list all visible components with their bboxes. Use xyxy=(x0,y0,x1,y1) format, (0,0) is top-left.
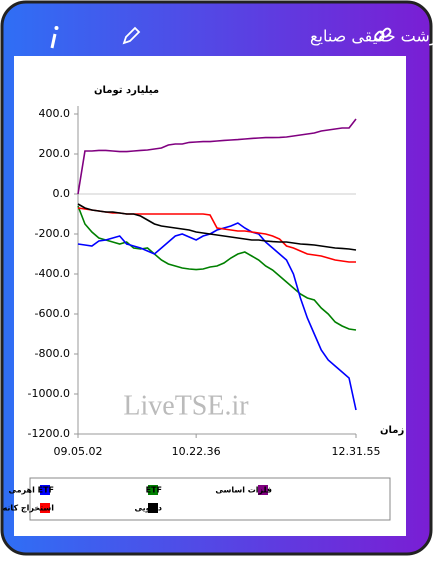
legend-label: ETF xyxy=(146,486,162,495)
x-tick-label: 12.31.55 xyxy=(332,445,381,458)
series-line xyxy=(77,222,357,411)
edit-icon[interactable] xyxy=(122,26,141,45)
legend-box xyxy=(29,477,391,521)
y-tick-label: -1200.0 xyxy=(28,427,70,440)
header-title: پول درشت حقیقی صنایع xyxy=(310,27,433,47)
y-tick-label: -200.0 xyxy=(35,227,70,240)
legend-swatch xyxy=(40,485,50,495)
y-tick-label: -400.0 xyxy=(35,267,70,280)
y-tick-label: -600.0 xyxy=(35,307,70,320)
series-line xyxy=(77,205,357,331)
legend-swatch xyxy=(258,485,268,495)
x-tick-label: 09.05.02 xyxy=(54,445,103,458)
legend-label: ETF اهرمی xyxy=(9,486,55,495)
legend-swatch xyxy=(148,485,158,495)
legend-label: دارویی xyxy=(134,504,162,513)
legend-swatch xyxy=(40,503,50,513)
y-tick-label: 400.0 xyxy=(39,107,71,120)
legend-label: فلزات اساسی xyxy=(215,486,272,495)
card xyxy=(14,56,406,536)
y-axis-label: میلیارد تومان xyxy=(94,85,159,96)
x-axis-label: زمان xyxy=(380,425,404,436)
x-tick-label: 10.22.36 xyxy=(172,445,221,458)
info-icon[interactable] xyxy=(50,26,59,49)
series-line xyxy=(77,203,357,251)
link-icon[interactable] xyxy=(374,27,392,41)
legend-label: استخراج کانه های فلزی xyxy=(0,504,54,513)
y-tick-label: -800.0 xyxy=(35,347,70,360)
y-tick-label: 0.0 xyxy=(53,187,71,200)
watermark: LiveTSE.ir xyxy=(123,390,249,421)
y-tick-label: -1000.0 xyxy=(28,387,70,400)
series-line xyxy=(77,118,357,195)
y-tick-label: 200.0 xyxy=(39,147,71,160)
legend-swatch xyxy=(148,503,158,513)
